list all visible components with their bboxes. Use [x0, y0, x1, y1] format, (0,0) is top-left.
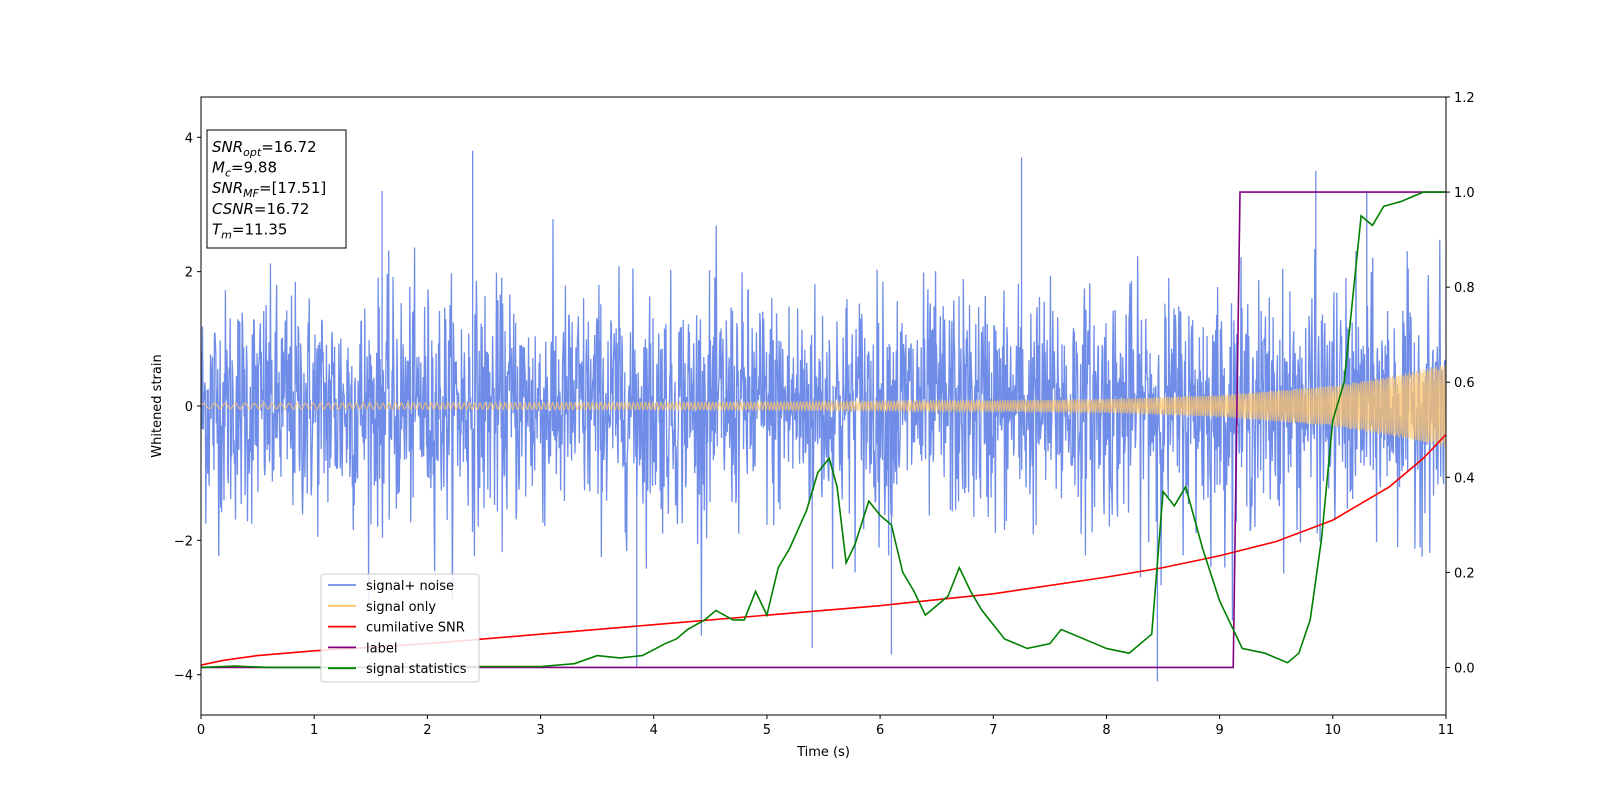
info-line: Tm=11.35	[212, 220, 287, 241]
legend: signal+ noise signal only cumilative SNR la…	[320, 573, 480, 683]
legend-label: cumilative SNR	[366, 621, 465, 636]
series-signal-only	[201, 364, 1446, 448]
x-tick-label: 11	[1438, 723, 1455, 738]
x-tick-label: 4	[650, 723, 658, 738]
y-right-tick-label: 1.2	[1454, 91, 1475, 106]
y-right-tick-label: 0.0	[1454, 661, 1475, 676]
x-tick-label: 5	[763, 723, 771, 738]
y-right-tick-label: 0.2	[1454, 566, 1475, 581]
y-left-tick-label: 2	[185, 266, 193, 281]
y-right-tick-label: 1.0	[1454, 186, 1475, 201]
info-box-frame	[206, 129, 347, 249]
series-label	[201, 191, 1446, 669]
legend-label: signal+ noise	[366, 579, 454, 594]
y-left-tick-label: 0	[185, 400, 193, 415]
x-tick-label: 9	[1215, 723, 1223, 738]
info-line: SNRopt=16.72	[212, 138, 317, 159]
x-tick-label: 0	[197, 723, 205, 738]
y-axis-label: Whitened strain	[150, 354, 165, 457]
legend-label: label	[366, 641, 397, 656]
x-tick-label: 10	[1325, 723, 1342, 738]
legend-label: signal statistics	[366, 662, 467, 677]
info-line: Mc=9.88	[212, 159, 277, 180]
info-line: SNRMF=[17.51]	[212, 179, 326, 200]
x-tick-label: 2	[423, 723, 431, 738]
legend-frame	[320, 573, 480, 683]
y-right-tick-label: 0.8	[1454, 281, 1475, 296]
legend-label: signal only	[366, 600, 436, 615]
y-left-tick-label: −2	[174, 534, 193, 549]
x-tick-label: 3	[536, 723, 544, 738]
y-right-tick-label: 0.6	[1454, 376, 1475, 391]
x-tick-label: 6	[876, 723, 884, 738]
info-line: CSNR=16.72	[212, 200, 309, 218]
series-signal-noise	[201, 218, 1446, 636]
x-tick-label: 1	[310, 723, 318, 738]
y-right-tick-label: 0.4	[1454, 471, 1475, 486]
x-tick-label: 7	[989, 723, 997, 738]
series-signal-statistics	[201, 191, 1446, 669]
x-axis-label: Time (s)	[796, 745, 850, 760]
info-box: SNRopt=16.72Mc=9.88SNRMF=[17.51]CSNR=16.…	[206, 129, 347, 249]
series-cumulative-snr	[201, 433, 1446, 666]
y-left-tick-label: −4	[174, 669, 193, 684]
x-tick-label: 8	[1102, 723, 1110, 738]
y-left-tick-label: 4	[185, 131, 193, 146]
